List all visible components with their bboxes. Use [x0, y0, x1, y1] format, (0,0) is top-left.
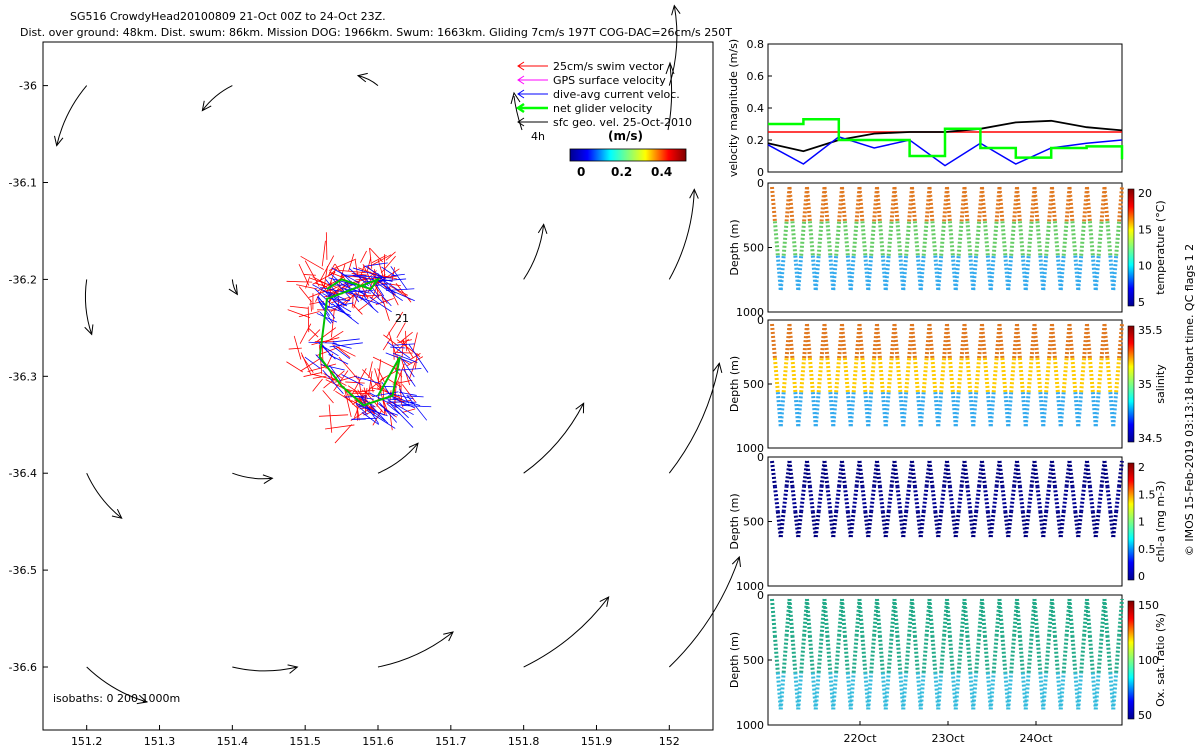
map-x-ticklabel: 151.8: [508, 735, 540, 748]
velocity-ylabel: velocity magnitude (m/s): [727, 39, 740, 177]
map-x-ticklabel: 151.2: [71, 735, 103, 748]
oxygen-y-ticklabel: 0: [757, 589, 764, 602]
cbar-tick-2: 0.4: [651, 165, 672, 179]
oxygen-cbar-label: Ox. sat. ratio (%): [1154, 613, 1167, 707]
chla-cbar-ticklabel: 1: [1138, 516, 1145, 529]
temperature-cbar-ticklabel: 20: [1138, 187, 1152, 200]
time-x-ticklabel: 23Oct: [931, 732, 965, 745]
salinity-ylabel: Depth (m): [728, 356, 741, 412]
map-x-ticklabel: 151.7: [435, 735, 467, 748]
map-panel: 151.2 151.3 151.4 151.5 151.6 151.7 151.8 151.9…: [9, 6, 741, 748]
header-line-1: SG516 CrowdyHead20100809 21-Oct 00Z to 2…: [70, 10, 386, 23]
map-x-ticklabel: 152: [659, 735, 680, 748]
salinity-cbar-ticklabel: 35: [1138, 378, 1152, 391]
isobaths-label: isobaths: 0 200 1000m: [53, 692, 180, 705]
legend-label: net glider velocity: [553, 102, 653, 115]
legend-label: GPS surface velocity: [553, 74, 666, 87]
map-x-ticklabel: 151.5: [289, 735, 321, 748]
velocity-y-ticklabel: 0.8: [747, 38, 765, 51]
map-colorbar: [570, 149, 686, 161]
velocity-y-ticklabel: 0.4: [747, 102, 765, 115]
temperature-cbar-ticklabel: 15: [1138, 223, 1152, 236]
map-x-ticklabel: 151.9: [581, 735, 613, 748]
chla-cbar-ticklabel: 2: [1138, 461, 1145, 474]
copyright-note: © IMOS 15-Feb-2019 03:13:18 Hobart time.…: [1183, 244, 1196, 556]
legend-label: dive-avg current veloc.: [553, 88, 680, 101]
map-y-ticklabel: -36.4: [9, 467, 37, 480]
chla-y-ticklabel: 500: [743, 516, 764, 529]
chla-cbar-ticklabel: 0.5: [1138, 543, 1156, 556]
map-y-ticklabel: -36: [19, 80, 37, 93]
temperature-y-ticklabel: 0: [757, 177, 764, 190]
salinity-cbar-label: salinity: [1154, 364, 1167, 404]
legend-4h-label: 4h: [531, 130, 545, 143]
velocity-panel: 00.20.40.60.8 velocity magnitude (m/s): [727, 38, 1122, 179]
oxygen-cbar-ticklabel: 150: [1138, 599, 1159, 612]
cbar-tick-1: 0.2: [611, 165, 632, 179]
time-x-ticklabel: 22Oct: [843, 732, 877, 745]
chla-cbar-label: chl-a (mg m-3): [1154, 481, 1167, 563]
map-y-ticks: -36 -36.1 -36.2 -36.3 -36.4 -36.5 -36.6: [9, 80, 48, 674]
map-y-ticklabel: -36.3: [9, 370, 37, 383]
temperature-cbar-ticklabel: 10: [1138, 260, 1152, 273]
salinity-cbar-ticklabel: 35.5: [1138, 324, 1163, 337]
temperature-colorbar: [1128, 189, 1134, 306]
chla-cbar-ticklabel: 1.5: [1138, 488, 1156, 501]
map-y-ticklabel: -36.6: [9, 661, 37, 674]
salinity-cbar-ticklabel: 34.5: [1138, 432, 1163, 445]
chla-cbar-ticklabel: 0: [1138, 570, 1145, 583]
legend-label: 25cm/s swim vector: [553, 60, 664, 73]
temperature-y-ticklabel: 500: [743, 242, 764, 255]
legend-label: sfc geo. vel. 25-Oct-2010: [553, 116, 692, 129]
chla-colorbar: [1128, 463, 1134, 580]
oxygen-cbar-ticklabel: 50: [1138, 709, 1152, 722]
salinity-colorbar: [1128, 326, 1134, 442]
salinity-y-ticklabel: 0: [757, 314, 764, 327]
oxygen-colorbar: [1128, 601, 1134, 719]
oxygen-y-ticklabel: 500: [743, 654, 764, 667]
map-x-ticklabel: 151.3: [144, 735, 176, 748]
velocity-y-ticklabel: 0.6: [747, 70, 765, 83]
temperature-ylabel: Depth (m): [728, 219, 741, 275]
header-line-2: Dist. over ground: 48km. Dist. swum: 86k…: [20, 26, 732, 39]
temperature-cbar-label: temperature (°C): [1154, 200, 1167, 294]
chla-y-ticklabel: 0: [757, 451, 764, 464]
temperature-cbar-ticklabel: 5: [1138, 296, 1145, 309]
salinity-y-ticklabel: 500: [743, 378, 764, 391]
map-x-ticklabel: 151.6: [362, 735, 394, 748]
velocity-y-ticklabel: 0.2: [747, 134, 765, 147]
map-y-ticklabel: -36.1: [9, 177, 37, 190]
chla-ylabel: Depth (m): [728, 493, 741, 549]
map-x-ticklabel: 151.4: [217, 735, 249, 748]
map-y-ticklabel: -36.5: [9, 564, 37, 577]
oxygen-y-ticklabel: 1000: [736, 719, 764, 732]
cbar-tick-0: 0: [577, 165, 585, 179]
oxygen-ylabel: Depth (m): [728, 632, 741, 688]
time-x-ticklabel: 24Oct: [1019, 732, 1053, 745]
map-y-ticklabel: -36.2: [9, 273, 37, 286]
colorbar-title: (m/s): [608, 129, 643, 143]
endpoint-label: 21: [395, 312, 409, 325]
